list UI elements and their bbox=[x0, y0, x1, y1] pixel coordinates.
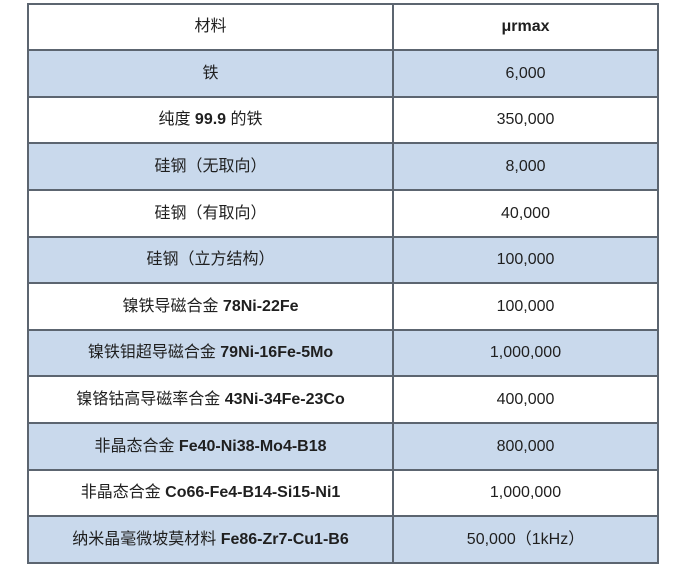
material-cell: 镍铁导磁合金 78Ni-22Fe bbox=[27, 282, 394, 331]
table-row: 非晶态合金 Co66-Fe4-B14-Si15-Ni1 1,000,000 bbox=[27, 468, 659, 518]
table-row: 非晶态合金 Fe40-Ni38-Mo4-B18 800,000 bbox=[27, 422, 659, 471]
material-text-segment: 硅钢（立方结构） bbox=[146, 251, 275, 269]
table-body: 铁 6,000 纯度 99.9 的铁 350,000 硅钢（无取向） 8,000… bbox=[27, 49, 659, 564]
material-cell: 非晶态合金 Co66-Fe4-B14-Si15-Ni1 bbox=[27, 468, 394, 518]
table-row: 镍铬钴高导磁率合金 43Ni-34Fe-23Co 400,000 bbox=[27, 375, 659, 424]
table-row: 镍铁导磁合金 78Ni-22Fe 100,000 bbox=[27, 282, 659, 331]
material-text-segment: 镍铁导磁合金 bbox=[122, 297, 223, 315]
material-text-segment: 硅钢（无取向） bbox=[154, 157, 267, 175]
table-row: 硅钢（有取向） 40,000 bbox=[27, 188, 659, 238]
material-cell: 镍铬钴高导磁率合金 43Ni-34Fe-23Co bbox=[27, 375, 394, 424]
material-text-segment: 铁 bbox=[202, 64, 219, 82]
value-cell: 350,000 bbox=[392, 95, 659, 145]
material-text-segment: 镍铬钴高导磁率合金 bbox=[76, 391, 225, 409]
material-text-segment: 硅钢（有取向） bbox=[154, 204, 267, 222]
material-text-segment: Co66-Fe4-B14-Si15-Ni1 bbox=[165, 484, 341, 502]
material-cell: 硅钢（无取向） bbox=[27, 142, 394, 191]
material-cell: 镍铁钼超导磁合金 79Ni-16Fe-5Mo bbox=[27, 328, 394, 378]
material-cell: 铁 bbox=[27, 49, 394, 98]
material-cell: 纯度 99.9 的铁 bbox=[27, 95, 394, 145]
value-cell: 6,000 bbox=[392, 49, 659, 98]
value-cell: 800,000 bbox=[392, 422, 659, 471]
table-row: 纯度 99.9 的铁 350,000 bbox=[27, 95, 659, 145]
material-text-segment: 99.9 bbox=[194, 111, 227, 129]
material-cell: 硅钢（立方结构） bbox=[27, 235, 394, 285]
value-cell: 40,000 bbox=[392, 188, 659, 238]
value-cell: 1,000,000 bbox=[392, 468, 659, 518]
material-text-segment: Fe40-Ni38-Mo4-B18 bbox=[178, 437, 327, 455]
header-row: 材料 μrmax bbox=[27, 3, 659, 51]
table-row: 纳米晶毫微坡莫材料 Fe86-Zr7-Cu1-B6 50,000（1kHz） bbox=[27, 515, 659, 564]
material-cell: 非晶态合金 Fe40-Ni38-Mo4-B18 bbox=[27, 422, 394, 471]
material-text-segment: 镍铁钼超导磁合金 bbox=[87, 344, 221, 362]
material-permeability-table: 材料 μrmax 铁 6,000 纯度 99.9 的铁 350,000 硅钢（无… bbox=[27, 3, 659, 564]
material-cell: 硅钢（有取向） bbox=[27, 188, 394, 238]
material-text-segment: 非晶态合金 bbox=[94, 437, 179, 455]
material-cell: 纳米晶毫微坡莫材料 Fe86-Zr7-Cu1-B6 bbox=[27, 515, 394, 564]
column-header-urmax: μrmax bbox=[392, 3, 659, 51]
value-cell: 100,000 bbox=[392, 235, 659, 285]
material-text-segment: 纯度 bbox=[158, 111, 195, 129]
material-text-segment: 纳米晶毫微坡莫材料 bbox=[72, 531, 221, 549]
column-header-material: 材料 bbox=[27, 3, 394, 51]
material-text-segment: 非晶态合金 bbox=[80, 484, 166, 502]
table-header: 材料 μrmax bbox=[27, 3, 659, 51]
value-cell: 50,000（1kHz） bbox=[392, 515, 659, 564]
material-text-segment: Fe86-Zr7-Cu1-B6 bbox=[220, 531, 349, 549]
material-text-segment: 43Ni-34Fe-23Co bbox=[224, 391, 345, 409]
table-row: 硅钢（无取向） 8,000 bbox=[27, 142, 659, 191]
value-cell: 100,000 bbox=[392, 282, 659, 331]
table-row: 镍铁钼超导磁合金 79Ni-16Fe-5Mo 1,000,000 bbox=[27, 328, 659, 378]
value-cell: 1,000,000 bbox=[392, 328, 659, 378]
value-cell: 8,000 bbox=[392, 142, 659, 191]
value-cell: 400,000 bbox=[392, 375, 659, 424]
material-text-segment: 78Ni-22Fe bbox=[222, 297, 299, 315]
material-text-segment: 79Ni-16Fe-5Mo bbox=[220, 344, 334, 362]
material-text-segment: 的铁 bbox=[226, 111, 263, 129]
table-row: 铁 6,000 bbox=[27, 49, 659, 98]
table-row: 硅钢（立方结构） 100,000 bbox=[27, 235, 659, 285]
